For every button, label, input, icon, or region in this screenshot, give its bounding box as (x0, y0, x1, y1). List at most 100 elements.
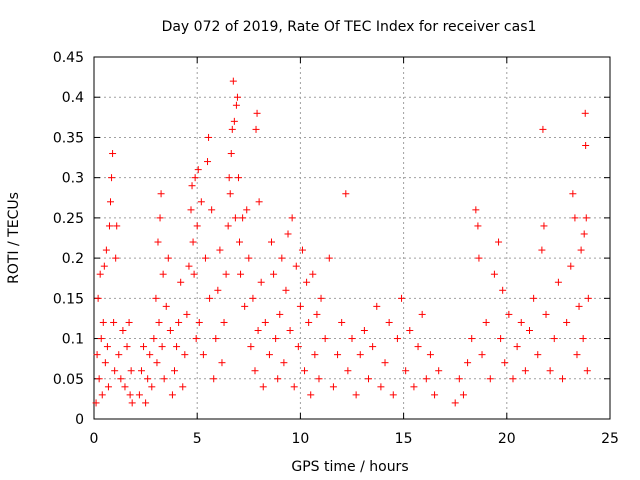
data-point (563, 318, 571, 326)
data-point (539, 125, 547, 133)
data-point (468, 335, 476, 343)
data-point (210, 375, 218, 383)
data-point (201, 254, 209, 262)
data-point (584, 294, 592, 302)
data-point (257, 278, 265, 286)
data-point (579, 335, 587, 343)
data-point (554, 278, 562, 286)
data-point (190, 270, 198, 278)
data-point (393, 335, 401, 343)
data-point (241, 302, 249, 310)
data-point (170, 367, 178, 375)
data-point (292, 262, 300, 270)
x-tick-label: 10 (291, 431, 309, 447)
data-point (499, 286, 507, 294)
data-point (459, 391, 467, 399)
data-point (342, 190, 350, 198)
data-point (360, 327, 368, 335)
x-tick-label: 5 (193, 431, 202, 447)
data-point (509, 375, 517, 383)
y-tick-label: 0.35 (53, 130, 84, 146)
data-point (569, 190, 577, 198)
data-point (189, 238, 197, 246)
data-point (301, 367, 309, 375)
data-point (98, 391, 106, 399)
data-point (227, 150, 235, 158)
data-point (142, 399, 150, 407)
data-point (199, 351, 207, 359)
data-point (272, 335, 280, 343)
data-point (112, 254, 120, 262)
data-point (398, 294, 406, 302)
data-point (517, 318, 525, 326)
grid-layer (94, 57, 610, 419)
data-point (168, 391, 176, 399)
data-point (148, 383, 156, 391)
y-tick-label: 0 (75, 412, 84, 428)
data-point (218, 359, 226, 367)
data-point (303, 278, 311, 286)
data-point (234, 174, 242, 182)
data-point (495, 238, 503, 246)
y-tick-label: 0.1 (62, 332, 84, 348)
data-point (482, 318, 490, 326)
data-point (128, 399, 136, 407)
data-point (175, 318, 183, 326)
data-point (146, 351, 154, 359)
data-point (268, 238, 276, 246)
data-point (278, 254, 286, 262)
data-point (185, 262, 193, 270)
data-point (155, 318, 163, 326)
data-point (127, 367, 135, 375)
data-point (542, 310, 550, 318)
data-point (406, 327, 414, 335)
data-point (550, 335, 558, 343)
data-point (254, 327, 262, 335)
data-point (212, 335, 220, 343)
x-axis-label: GPS time / hours (291, 459, 408, 475)
data-point (205, 133, 213, 141)
data-point (249, 294, 257, 302)
data-point (154, 238, 162, 246)
data-point (144, 375, 152, 383)
data-point (418, 310, 426, 318)
data-point (280, 359, 288, 367)
data-point (216, 246, 224, 254)
data-point (575, 302, 583, 310)
data-point (247, 343, 255, 351)
data-point (534, 351, 542, 359)
data-point (286, 327, 294, 335)
data-point (546, 367, 554, 375)
data-point (321, 335, 329, 343)
data-point (538, 246, 546, 254)
data-point (486, 375, 494, 383)
data-point (157, 190, 165, 198)
data-point (137, 367, 145, 375)
data-point (93, 351, 101, 359)
data-point (109, 150, 117, 158)
data-point (455, 375, 463, 383)
data-point (274, 375, 282, 383)
data-point (313, 310, 321, 318)
data-point (315, 375, 323, 383)
data-point (229, 77, 237, 85)
data-point (472, 206, 480, 214)
data-point (160, 375, 168, 383)
data-point (377, 383, 385, 391)
data-point (451, 399, 459, 407)
data-point (305, 318, 313, 326)
data-point (385, 318, 393, 326)
data-point (204, 158, 212, 166)
y-tick-label: 0.25 (53, 211, 84, 227)
data-point (559, 375, 567, 383)
data-point (225, 174, 233, 182)
data-point (356, 351, 364, 359)
data-point (365, 375, 373, 383)
data-point (307, 391, 315, 399)
data-point (194, 166, 202, 174)
data-point (490, 270, 498, 278)
data-point (230, 117, 238, 125)
data-point (111, 367, 119, 375)
x-tick-label: 15 (395, 431, 413, 447)
data-point (255, 198, 263, 206)
